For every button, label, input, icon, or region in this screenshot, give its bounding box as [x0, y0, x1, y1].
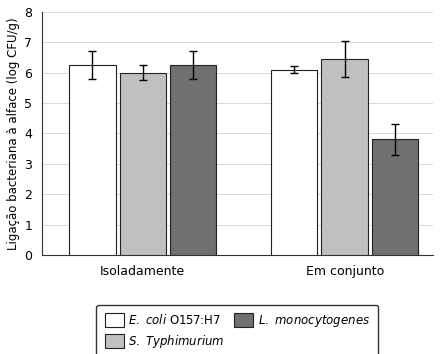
Legend: $\it{E.\ coli}$ O157:H7, $\it{S.}$ $\it{Typhimurium}$, $\it{L.\ monocytogenes}$: $\it{E.\ coli}$ O157:H7, $\it{S.}$ $\it{…	[96, 304, 378, 354]
Bar	[69, 65, 116, 255]
Y-axis label: Ligação bacteriana à alface (log CFU/g): Ligação bacteriana à alface (log CFU/g)	[7, 17, 20, 250]
Bar	[120, 73, 166, 255]
Bar	[271, 70, 317, 255]
Bar	[322, 59, 368, 255]
Bar	[372, 139, 418, 255]
Bar	[170, 65, 216, 255]
